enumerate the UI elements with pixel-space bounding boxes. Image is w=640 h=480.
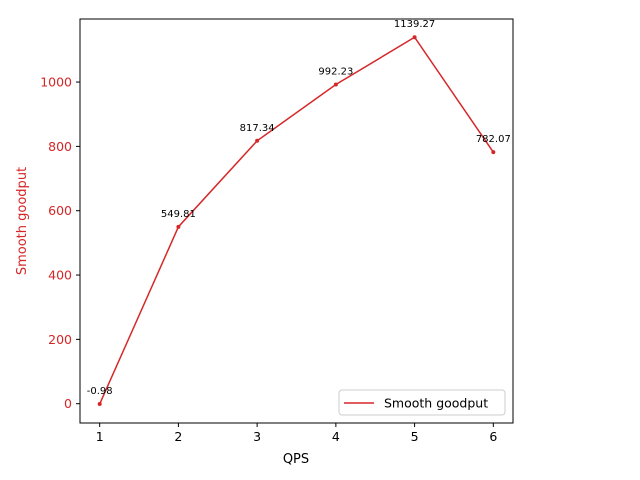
data-point xyxy=(491,150,496,155)
series-layer xyxy=(97,35,496,407)
y-axis: 0 200 400 600 800 1000 xyxy=(40,75,80,411)
data-point xyxy=(176,224,181,229)
y-tick-label: 800 xyxy=(48,139,72,154)
x-axis-label: QPS xyxy=(283,452,309,467)
data-label: -0.98 xyxy=(87,386,113,397)
data-point xyxy=(333,82,338,87)
plot-area xyxy=(79,18,514,424)
x-tick-label: 2 xyxy=(174,429,182,444)
y-tick-label: 0 xyxy=(64,396,72,411)
data-label: 817.34 xyxy=(240,123,275,134)
data-label: 782.07 xyxy=(476,134,511,145)
legend-box xyxy=(338,389,506,416)
y-tick-label: 200 xyxy=(48,332,72,347)
x-tick-label: 5 xyxy=(411,429,419,444)
y-axis-label: Smooth goodput xyxy=(15,167,30,275)
x-tick-label: 3 xyxy=(253,429,261,444)
data-label: 992.23 xyxy=(318,67,353,78)
data-point xyxy=(255,138,260,143)
x-tick-label: 1 xyxy=(96,429,104,444)
series-line-smooth-goodput xyxy=(98,36,494,405)
y-tick-label: 600 xyxy=(48,203,72,218)
data-label: 549.81 xyxy=(161,209,196,220)
data-point xyxy=(412,35,417,40)
y-tick-label: 1000 xyxy=(40,75,72,90)
legend-entry-smooth-goodput: Smooth goodput xyxy=(384,396,488,411)
y-tick-label: 400 xyxy=(48,268,72,283)
data-label: 1139.27 xyxy=(394,19,435,30)
x-axis: 1 2 3 4 5 6 xyxy=(96,423,497,444)
x-tick-label: 6 xyxy=(489,429,497,444)
data-labels: -0.98 549.81 817.34 992.23 1139.27 782.07 xyxy=(87,19,511,397)
legend: Smooth goodput xyxy=(338,389,506,416)
x-tick-label: 4 xyxy=(332,429,340,444)
data-point xyxy=(97,402,102,407)
